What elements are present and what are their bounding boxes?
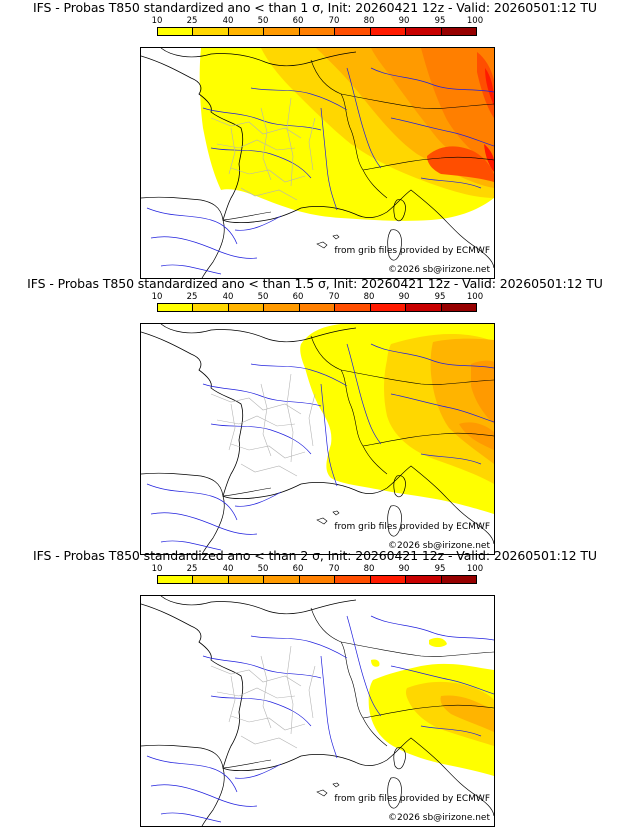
legend-tick: 40 xyxy=(222,16,234,26)
legend-tick: 60 xyxy=(292,292,304,302)
legend-swatch xyxy=(158,576,194,583)
legend-swatch xyxy=(193,28,229,35)
legend-swatch xyxy=(158,28,194,35)
legend-swatch xyxy=(406,576,442,583)
legend-tick: 80 xyxy=(363,292,375,302)
legend-tick: 70 xyxy=(328,564,340,574)
color-legend: 10 25 40 50 60 70 80 90 95 100 xyxy=(152,16,483,36)
legend-tick: 40 xyxy=(222,292,234,302)
data-source-credit: from grib files provided by ECMWF xyxy=(334,522,490,532)
legend-tick: 70 xyxy=(328,292,340,302)
panel-title: IFS - Probas T850 standardized ano < tha… xyxy=(33,0,597,15)
map-graphic xyxy=(141,596,494,826)
legend-tick: 80 xyxy=(363,564,375,574)
legend-tick: 100 xyxy=(466,16,484,26)
legend-swatch xyxy=(193,304,229,311)
legend-tick: 25 xyxy=(186,16,198,26)
legend-color-bar xyxy=(157,27,477,36)
legend-swatch xyxy=(299,28,336,35)
panel-title: IFS - Probas T850 standardized ano < tha… xyxy=(33,548,597,563)
probability-map: from grib files provided by ECMWF ©2026 … xyxy=(140,47,495,279)
legend-swatch xyxy=(335,304,371,311)
legend-tick: 100 xyxy=(466,564,484,574)
panel-2sigma: IFS - Probas T850 standardized ano < tha… xyxy=(0,548,630,827)
data-source-credit: from grib files provided by ECMWF xyxy=(334,246,490,256)
color-legend: 10 25 40 50 60 70 80 90 95 100 xyxy=(152,564,483,584)
legend-tick: 95 xyxy=(434,292,446,302)
legend-tick: 10 xyxy=(151,16,163,26)
legend-swatch xyxy=(370,28,407,35)
legend-swatch xyxy=(228,576,265,583)
legend-tick: 90 xyxy=(398,16,410,26)
legend-swatch xyxy=(441,576,476,583)
map-graphic xyxy=(141,48,494,278)
probability-map: from grib files provided by ECMWF ©2026 … xyxy=(140,323,495,555)
legend-tick: 10 xyxy=(151,564,163,574)
legend-swatch xyxy=(406,28,442,35)
copyright-credit: ©2026 sb@irizone.net xyxy=(388,265,490,275)
legend-tick: 95 xyxy=(434,16,446,26)
probability-map: from grib files provided by ECMWF ©2026 … xyxy=(140,595,495,827)
legend-tick: 95 xyxy=(434,564,446,574)
legend-swatch xyxy=(335,576,371,583)
legend-tick: 100 xyxy=(466,292,484,302)
legend-tick: 25 xyxy=(186,292,198,302)
panel-1-5sigma: IFS - Probas T850 standardized ano < tha… xyxy=(0,276,630,555)
legend-swatch xyxy=(228,28,265,35)
legend-tick: 40 xyxy=(222,564,234,574)
legend-tick: 50 xyxy=(257,564,269,574)
legend-swatch xyxy=(264,304,300,311)
legend-tick: 90 xyxy=(398,564,410,574)
color-legend: 10 25 40 50 60 70 80 90 95 100 xyxy=(152,292,483,312)
legend-swatch xyxy=(299,576,336,583)
legend-tick: 25 xyxy=(186,564,198,574)
legend-tick: 80 xyxy=(363,16,375,26)
panel-1sigma: IFS - Probas T850 standardized ano < tha… xyxy=(0,0,630,279)
legend-color-bar xyxy=(157,575,477,584)
legend-swatch xyxy=(406,304,442,311)
legend-tick: 10 xyxy=(151,292,163,302)
legend-swatch xyxy=(193,576,229,583)
panel-title: IFS - Probas T850 standardized ano < tha… xyxy=(27,276,603,291)
legend-tick: 50 xyxy=(257,292,269,302)
copyright-credit: ©2026 sb@irizone.net xyxy=(388,813,490,823)
legend-tick: 60 xyxy=(292,16,304,26)
legend-swatch xyxy=(441,304,476,311)
legend-swatch xyxy=(264,576,300,583)
legend-swatch xyxy=(158,304,194,311)
legend-tick: 70 xyxy=(328,16,340,26)
data-source-credit: from grib files provided by ECMWF xyxy=(334,794,490,804)
legend-swatch xyxy=(299,304,336,311)
legend-swatch xyxy=(228,304,265,311)
legend-swatch xyxy=(441,28,476,35)
legend-swatch xyxy=(335,28,371,35)
legend-swatch xyxy=(264,28,300,35)
legend-tick: 90 xyxy=(398,292,410,302)
legend-swatch xyxy=(370,576,407,583)
legend-swatch xyxy=(370,304,407,311)
map-graphic xyxy=(141,324,494,554)
copyright-credit: ©2026 sb@irizone.net xyxy=(388,541,490,551)
legend-color-bar xyxy=(157,303,477,312)
legend-tick: 50 xyxy=(257,16,269,26)
legend-tick: 60 xyxy=(292,564,304,574)
